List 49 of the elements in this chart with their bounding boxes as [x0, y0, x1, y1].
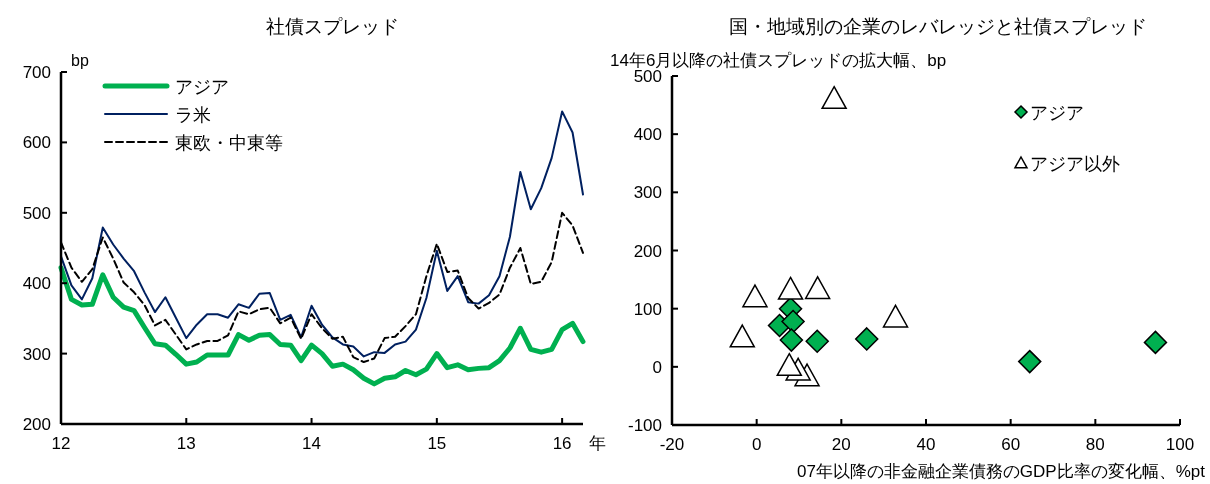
x-tick-label: 13 — [176, 434, 196, 453]
y-tick-label: 600 — [22, 133, 51, 153]
y-tick-label: 500 — [633, 67, 662, 86]
chart-title: 社債スプレッド — [265, 16, 399, 37]
x-axis-title: 年 — [588, 434, 606, 453]
chart-title: 国・地域別の企業のレバレッジと社債スプレッド — [729, 16, 1147, 37]
x-tick-label: 40 — [916, 435, 936, 454]
y-tick-label: 400 — [22, 274, 51, 294]
y-axis-title: bp — [71, 52, 89, 69]
x-axis-title: 07年以降の非金融企業債務のGDP比率の変化幅、%pt — [796, 462, 1206, 481]
point — [805, 329, 829, 353]
x-tick-label: 100 — [1165, 435, 1195, 454]
x-tick-label: 14 — [302, 434, 322, 453]
y-tick-label: 100 — [633, 299, 662, 319]
y-tick-label: 500 — [22, 203, 51, 223]
point — [781, 309, 805, 334]
point — [729, 324, 756, 348]
x-tick-label: 16 — [552, 434, 572, 453]
point — [821, 85, 847, 110]
point — [776, 352, 803, 377]
x-tick-label: 60 — [1001, 435, 1021, 454]
y-tick-label: 300 — [22, 344, 51, 364]
point — [1143, 330, 1168, 355]
y-tick-label: 300 — [633, 183, 662, 203]
x-tick-label: 0 — [751, 435, 762, 454]
x-tick-label: 20 — [831, 435, 851, 454]
x-tick-label: 80 — [1085, 435, 1105, 454]
legend-label: アジア — [1030, 103, 1084, 123]
y-tick-label: 700 — [22, 63, 51, 82]
legend-label: ラ米 — [175, 105, 211, 125]
x-tick-label: -20 — [659, 435, 685, 454]
y-axis-title: 14年6月以降の社債スプレッドの拡大幅、bp — [610, 51, 947, 70]
legend-label: アジア — [175, 77, 229, 97]
point — [742, 284, 768, 308]
legend-label: 東欧・中東等 — [175, 133, 283, 153]
y-tick-label: 400 — [633, 125, 662, 145]
x-tick-label: 15 — [427, 434, 447, 453]
point — [779, 328, 804, 352]
point — [882, 304, 909, 328]
y-tick-label: 200 — [633, 241, 662, 261]
y-tick-label: 200 — [22, 415, 51, 434]
legend-label: アジア以外 — [1030, 154, 1120, 174]
point — [777, 276, 804, 300]
point — [1017, 349, 1042, 374]
x-tick-label: 12 — [51, 434, 71, 453]
point — [854, 327, 879, 351]
point — [804, 276, 831, 300]
y-tick-label: 0 — [652, 357, 662, 377]
y-tick-label: -100 — [627, 416, 662, 435]
